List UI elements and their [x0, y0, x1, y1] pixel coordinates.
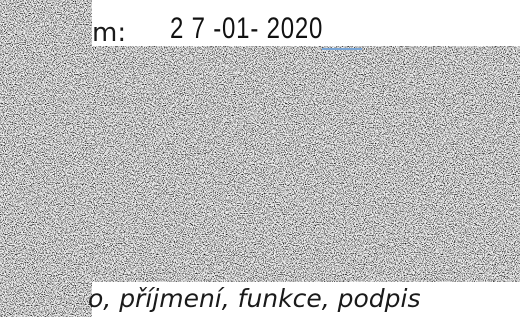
date-value: 2 7 -01- 2020	[170, 12, 323, 46]
noise-block-main	[92, 46, 520, 282]
noise-layer	[0, 0, 520, 317]
scanned-document: m: 2 7 -01- 2020 o, příjmení, funkce, po…	[0, 0, 520, 317]
signature-label: o, příjmení, funkce, podpis	[88, 284, 421, 313]
noise-block-left	[0, 0, 92, 317]
date-label: m:	[92, 18, 126, 48]
